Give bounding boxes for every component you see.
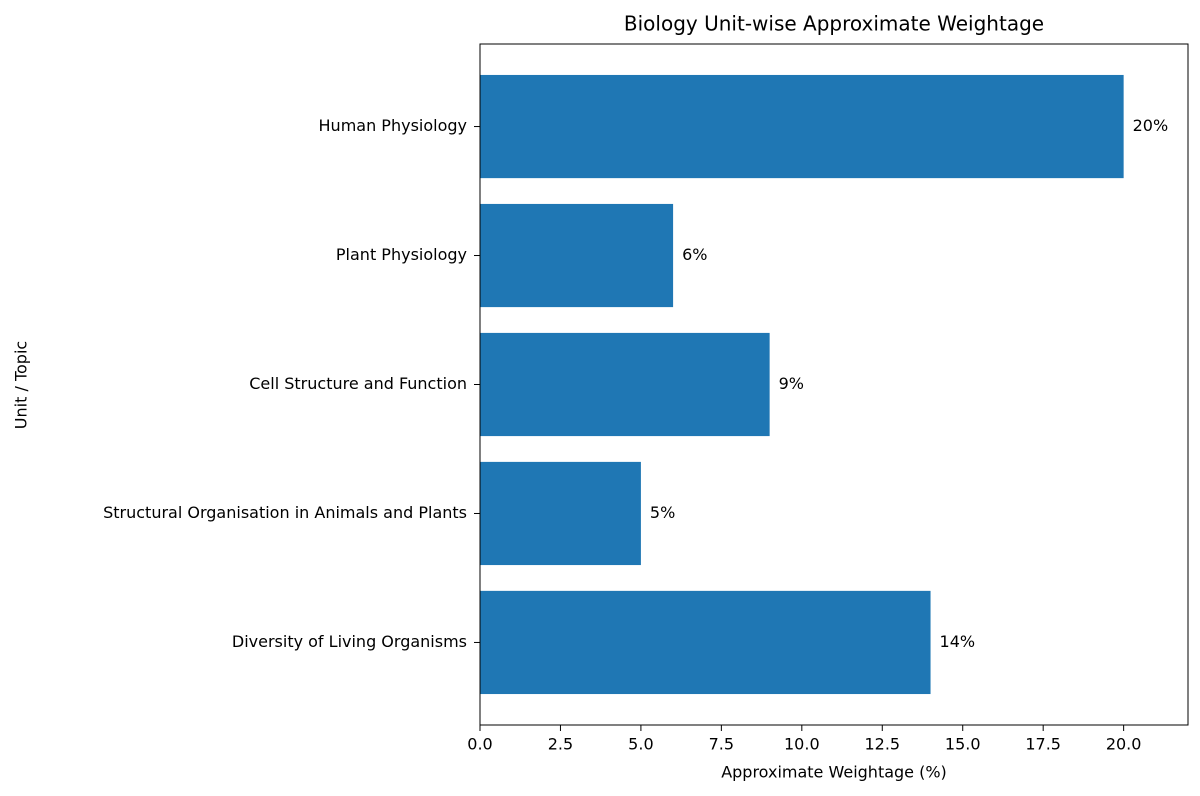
y-axis-label: Unit / Topic xyxy=(12,341,31,429)
x-tick-label: 17.5 xyxy=(1025,735,1061,754)
x-tick-label: 0.0 xyxy=(467,735,492,754)
bar xyxy=(480,203,674,308)
value-label: 6% xyxy=(682,245,707,264)
x-tick-label: 20.0 xyxy=(1106,735,1142,754)
y-tick-label: Diversity of Living Organisms xyxy=(232,632,467,651)
y-tick-label: Human Physiology xyxy=(319,116,467,135)
plot-frame xyxy=(479,43,1189,726)
bar xyxy=(480,590,931,695)
x-tick-label: 7.5 xyxy=(709,735,734,754)
y-tick-label: Structural Organisation in Animals and P… xyxy=(103,503,467,522)
value-label: 20% xyxy=(1133,116,1169,135)
y-tick-label: Cell Structure and Function xyxy=(249,374,467,393)
x-tick-label: 15.0 xyxy=(945,735,981,754)
x-tick-label: 10.0 xyxy=(784,735,820,754)
x-tick-label: 5.0 xyxy=(628,735,653,754)
bar xyxy=(480,461,641,566)
bar xyxy=(480,74,1124,179)
x-axis-label: Approximate Weightage (%) xyxy=(721,763,947,782)
y-tick-label: Plant Physiology xyxy=(336,245,467,264)
bar xyxy=(480,332,770,437)
value-label: 14% xyxy=(940,632,976,651)
x-tick-label: 2.5 xyxy=(548,735,573,754)
value-label: 9% xyxy=(779,374,804,393)
chart-title: Biology Unit-wise Approximate Weightage xyxy=(624,12,1044,36)
x-tick-label: 12.5 xyxy=(864,735,900,754)
value-label: 5% xyxy=(650,503,675,522)
